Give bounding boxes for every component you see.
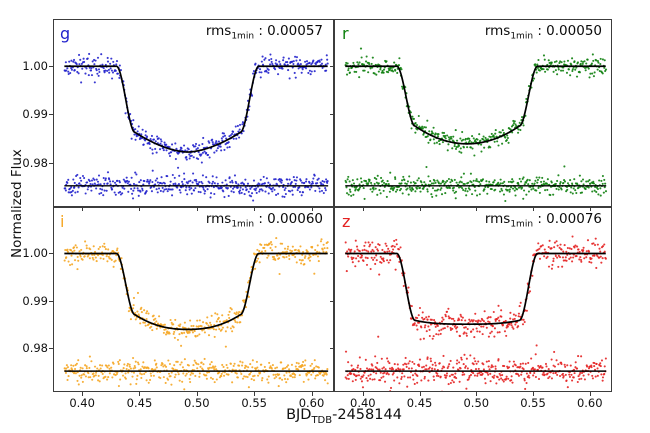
xlabel-subscript: TDB: [311, 414, 333, 426]
x-tick-label: 0.45: [406, 396, 433, 410]
rms-annotation-g: rms1min : 0.00057: [206, 23, 323, 42]
x-tick-label: 0.60: [576, 396, 603, 410]
rms-value: 0.00076: [546, 211, 602, 227]
rms-separator: :: [533, 211, 547, 227]
rms-value: 0.00057: [267, 23, 323, 39]
x-tick-label: 0.50: [184, 396, 210, 410]
x-tick-label: 0.60: [298, 396, 325, 410]
x-axis-label: BJDTDB-2458144: [286, 407, 402, 426]
rms-value: 0.00060: [267, 211, 323, 227]
y-tick-label: 0.98: [22, 341, 48, 356]
xlabel-suffix: -2458144: [332, 407, 402, 423]
rms-prefix: rms: [484, 23, 511, 39]
x-tick-label: 0.55: [520, 396, 546, 410]
y-tick-label: 1.00: [22, 246, 48, 261]
rms-separator: :: [254, 23, 268, 39]
band-label-g: g: [60, 24, 71, 43]
rms-subscript: 1min: [231, 31, 255, 42]
rms-subscript: 1min: [510, 219, 534, 230]
rms-value: 0.00050: [546, 23, 602, 39]
rms-separator: :: [254, 211, 268, 227]
rms-annotation-r: rms1min : 0.00050: [485, 23, 602, 42]
y-tick-label: 0.99: [22, 107, 48, 122]
band-label-z: z: [342, 212, 351, 231]
rms-prefix: rms: [205, 23, 232, 39]
rms-separator: :: [533, 23, 547, 39]
rms-subscript: 1min: [510, 31, 534, 42]
rms-annotation-i: rms1min : 0.00060: [206, 211, 323, 230]
band-label-r: r: [342, 24, 349, 43]
band-label-i: i: [60, 212, 65, 231]
y-tick-label: 0.98: [22, 155, 48, 170]
x-tick-label: 0.40: [350, 396, 376, 410]
rms-prefix: rms: [484, 211, 511, 227]
x-tick-label: 0.55: [241, 396, 267, 410]
x-tick-label: 0.40: [69, 396, 95, 410]
xlabel-main: BJD: [286, 407, 312, 423]
rms-subscript: 1min: [231, 219, 255, 230]
rms-annotation-z: rms1min : 0.00076: [485, 211, 602, 230]
y-tick-label: 0.99: [22, 293, 48, 308]
y-tick-label: 1.00: [22, 59, 48, 74]
x-tick-label: 0.45: [126, 396, 153, 410]
rms-prefix: rms: [205, 211, 232, 227]
x-tick-label: 0.50: [463, 396, 490, 410]
